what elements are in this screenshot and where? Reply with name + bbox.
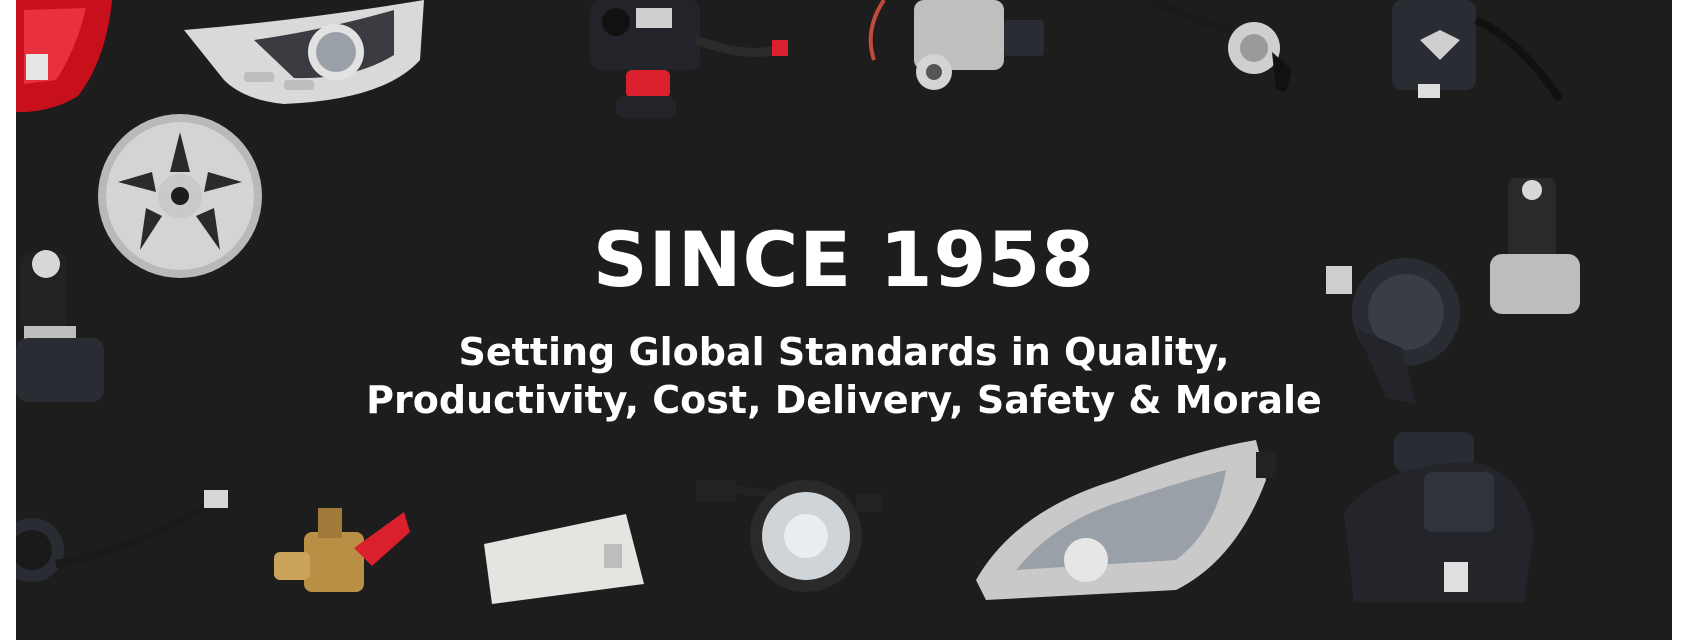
tagline-line-1: Setting Global Standards in Quality, — [458, 330, 1230, 374]
wiring-harness-image — [16, 490, 236, 600]
ignition-lock-image — [854, 0, 1054, 100]
handlebar-switch-image — [576, 0, 796, 125]
ac-control-panel-image — [184, 0, 434, 105]
headlamp-assembly-image — [976, 440, 1276, 610]
key-switch-image — [1142, 0, 1312, 100]
alloy-wheel-image — [96, 112, 264, 280]
headlamp-rotary-switch-image — [16, 248, 110, 408]
horn-image — [1326, 258, 1466, 408]
headline: SINCE 1958 — [592, 215, 1096, 304]
horn-button-switch-image — [1390, 0, 1570, 110]
canister-image — [1344, 432, 1544, 602]
tagline: Setting Global Standards in Quality, Pro… — [16, 328, 1672, 424]
interior-dome-lamp-image — [476, 514, 656, 604]
fuel-tap-valve-image — [274, 508, 414, 598]
fog-lamp-image — [696, 474, 896, 594]
hero-banner: SINCE 1958 Setting Global Standards in Q… — [16, 0, 1672, 640]
rotary-knob-switch-image — [1490, 178, 1580, 338]
tagline-line-2: Productivity, Cost, Delivery, Safety & M… — [366, 378, 1322, 422]
tail-lamp-image — [16, 0, 116, 112]
